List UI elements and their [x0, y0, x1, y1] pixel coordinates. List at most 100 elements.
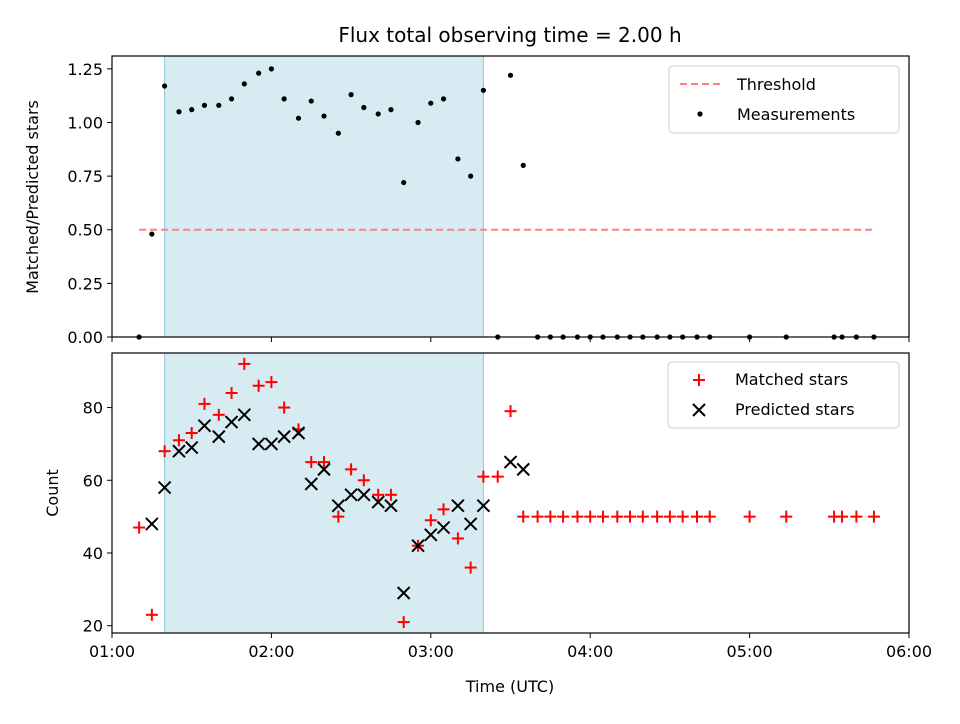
matched-star-point: [265, 376, 278, 389]
predicted-star-point: [411, 539, 425, 553]
top-y-tick-label: 0.75: [67, 167, 103, 186]
bottom-plot-frame: [111, 352, 910, 634]
measurement-point: [468, 173, 474, 179]
matched-star-point: [836, 510, 849, 523]
predicted-star-point: [424, 528, 438, 542]
matched-star-point: [596, 510, 609, 523]
matched-star-point: [663, 510, 676, 523]
matched-star-point: [212, 408, 225, 421]
predicted-star-point: [344, 488, 358, 502]
matched-star-point: [158, 445, 171, 458]
predicted-star-point: [476, 499, 491, 513]
measurement-point: [348, 92, 354, 98]
matched-star-point: [238, 357, 251, 370]
measurement-point: [295, 115, 302, 121]
matched-star-point: [676, 510, 689, 523]
matched-star-point: [145, 608, 158, 621]
x-tick-label: 02:00: [248, 642, 294, 661]
matched-star-point: [372, 488, 385, 501]
legend-matched-label: Matched stars: [735, 370, 848, 389]
legend-measurements-label: Measurements: [737, 105, 855, 124]
matched-star-point: [397, 616, 410, 629]
bottom-axes: 20 40 60 80 01:00 02:00 03:00 04:00 05:00 06:00: [83, 399, 932, 661]
predicted-star-point: [357, 488, 371, 502]
matched-star-point: [517, 510, 530, 523]
x-tick-label: 01:00: [89, 642, 135, 661]
top-y-tick-label: 1.25: [67, 60, 103, 79]
measurement-point: [149, 231, 155, 237]
predicted-star-point: [172, 444, 186, 458]
predicted-star-point: [451, 499, 465, 513]
predicted-star-point: [264, 437, 279, 451]
bottom-legend-box: [667, 361, 900, 429]
x-axis-label: Time (UTC): [465, 677, 554, 696]
legend-predicted-label: Predicted stars: [735, 400, 855, 419]
measurement-point: [401, 179, 407, 186]
matched-star-point: [252, 379, 265, 392]
measurement-point: [520, 162, 526, 168]
top-marks: [136, 66, 877, 340]
matched-star-point: [133, 521, 146, 534]
matched-star-point: [850, 510, 863, 523]
measurement-point: [455, 156, 461, 162]
predicted-star-point: [371, 495, 385, 509]
measurement-point: [507, 72, 514, 78]
measurement-point: [480, 87, 487, 93]
matched-star-point: [278, 401, 291, 414]
matched-star-point: [703, 510, 716, 523]
matched-star-point: [491, 470, 504, 483]
x-tick-label: 04:00: [567, 642, 613, 661]
predicted-star-point: [384, 499, 398, 513]
matched-star-point: [624, 510, 637, 523]
top-y-axis-label: Matched/Predicted stars: [23, 100, 42, 294]
top-observing-window-shade: [164, 55, 484, 338]
predicted-star-point: [291, 426, 306, 440]
bottom-y-tick-label: 60: [83, 471, 103, 490]
legend-threshold-label: Threshold: [736, 75, 816, 94]
matched-star-point: [477, 470, 490, 483]
predicted-star-point: [304, 477, 318, 491]
predicted-star-point: [463, 517, 478, 531]
x-tick-label: 05:00: [727, 642, 773, 661]
measurement-point: [241, 81, 247, 87]
matched-star-point: [504, 405, 517, 418]
predicted-star-point: [237, 408, 252, 422]
predicted-star-point: [317, 462, 331, 477]
matched-star-point: [384, 488, 397, 501]
top-plot-frame: [111, 55, 910, 338]
top-panel: 0.00 0.25 0.50 0.75 1.00 1.25 Flux total obse…: [23, 23, 910, 347]
matched-star-point: [198, 397, 211, 410]
measurement-point: [201, 102, 208, 108]
matched-star-point: [225, 387, 238, 399]
predicted-star-point: [157, 480, 172, 495]
bottom-y-tick-label: 80: [83, 399, 103, 418]
matched-star-point: [345, 463, 358, 476]
matched-star-point: [636, 510, 649, 523]
matched-star-point: [544, 510, 557, 523]
matched-star-point: [424, 514, 437, 527]
predicted-star-point: [224, 415, 239, 429]
measurement-point: [321, 113, 327, 119]
matched-star-point: [867, 510, 880, 523]
predicted-star-point: [212, 429, 226, 444]
matched-star-point: [743, 510, 756, 523]
measurement-point: [268, 66, 274, 72]
matched-star-point: [332, 510, 345, 523]
measurement-point: [189, 107, 195, 113]
matched-star-point: [557, 510, 570, 523]
matched-star-point: [464, 561, 477, 574]
matched-star-point: [780, 510, 793, 523]
matched-star-point: [584, 510, 597, 523]
measurement-point: [335, 130, 341, 136]
measurement-point: [281, 96, 287, 102]
measurement-point: [375, 111, 381, 117]
predicted-star-point: [396, 586, 411, 600]
bottom-panel: 20 40 60 80 01:00 02:00 03:00 04:00 05:00 06:00 T…: [43, 352, 932, 696]
chart-title: Flux total observing time = 2.00 h: [338, 23, 681, 47]
matched-star-point: [318, 456, 331, 469]
predicted-star-point: [436, 520, 451, 535]
bottom-y-tick-label: 40: [83, 544, 103, 563]
matched-star-point: [172, 434, 185, 447]
top-legend: Threshold Measurements: [668, 65, 900, 134]
